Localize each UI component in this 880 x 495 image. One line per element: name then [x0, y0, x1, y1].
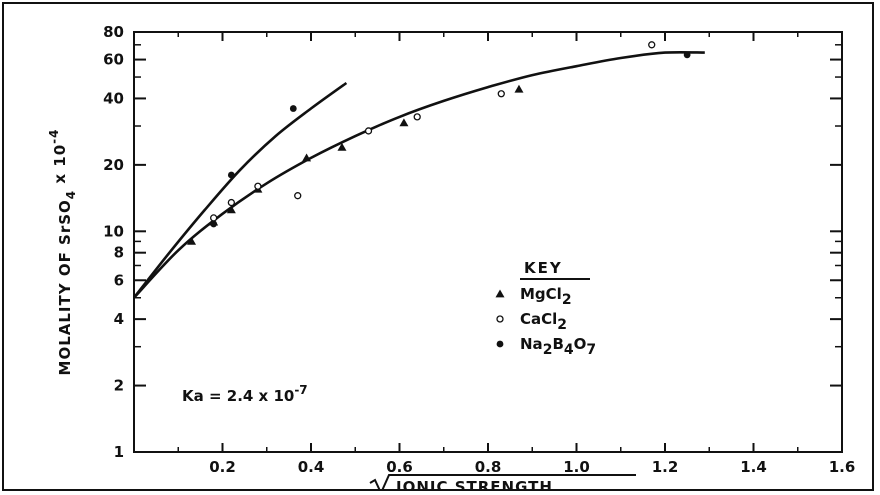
triangle-point [514, 84, 524, 93]
open-circle-point [209, 214, 218, 222]
x-tick-label: 0.6 [386, 458, 413, 476]
triangle-point [302, 153, 312, 162]
triangle-point [399, 118, 409, 127]
x-tick-label: 0.2 [209, 458, 236, 476]
triangle-point [187, 236, 197, 245]
ticks: 0.2 0.4 0.6 0.8 1.0 1.2 1.4 1.6 1 2 4 6 8 10 20 40 60 80 [103, 23, 855, 476]
legend-entry-label: Na2B4O7 [520, 335, 596, 358]
data-points [187, 41, 691, 245]
y-axis-title-part: 4 [64, 190, 78, 199]
x-tick-label: 1.4 [740, 458, 767, 476]
y-tick-label: 8 [114, 244, 124, 262]
legend-filled-circle-marker [496, 340, 504, 348]
open-circle-point [364, 127, 373, 135]
y-axis-title-part: x 10 [51, 144, 69, 190]
fit-curve-2 [133, 50, 705, 299]
open-circle-point [413, 113, 421, 121]
y-tick-label: 60 [103, 51, 124, 69]
y-tick-label: 4 [114, 310, 124, 328]
y-tick-label: 20 [103, 156, 124, 174]
open-circle-point [497, 90, 505, 98]
y-tick-label: 1 [114, 443, 124, 461]
fit-curve-1 [132, 81, 348, 299]
fitted-curves [132, 50, 705, 299]
x-tick-label: 1.6 [829, 458, 856, 476]
open-circle-point [227, 198, 236, 207]
y-tick-label: 6 [114, 271, 124, 289]
legend-entry-label: CaCl2 [520, 310, 567, 333]
chart-svg: 0.2 0.4 0.6 0.8 1.0 1.2 1.4 1.6124681020406080 … [47, 23, 855, 495]
x-tick-label: 1.0 [563, 458, 590, 476]
y-axis-title-part: MOLALITY OF SrSO [56, 199, 74, 375]
triangle-point [226, 205, 236, 214]
y-axis-title: MOLALITY OF SrSO4 x 10-4 [47, 129, 78, 376]
y-tick-label: 10 [103, 222, 124, 240]
x-tick-label: 1.2 [652, 458, 679, 476]
x-axis-title: IONIC STRENGTH [396, 478, 553, 489]
y-tick-label: 40 [103, 89, 124, 107]
x-tick-label: 0.8 [475, 458, 502, 476]
filled-circle-point [683, 51, 691, 59]
y-tick-label: 80 [103, 23, 124, 41]
filled-circle-point [227, 171, 235, 179]
y-tick-label: 2 [114, 377, 124, 395]
legend-title: KEY [524, 259, 563, 277]
filled-circle-point [210, 220, 218, 228]
open-circle-point [648, 41, 656, 49]
open-circle-point [254, 182, 262, 190]
legend-triangle-marker [495, 289, 505, 298]
filled-circle-point [289, 105, 297, 112]
x-tick-label: 0.4 [298, 458, 325, 476]
ka-annotation: Ka = 2.4 x 10-7 [182, 383, 308, 405]
open-circle-point [294, 192, 302, 200]
y-axis-title-part: -4 [47, 129, 61, 144]
triangle-point [337, 142, 347, 151]
legend-entry-label: MgCl2 [520, 285, 572, 308]
legend-open-circle-marker [496, 315, 504, 323]
